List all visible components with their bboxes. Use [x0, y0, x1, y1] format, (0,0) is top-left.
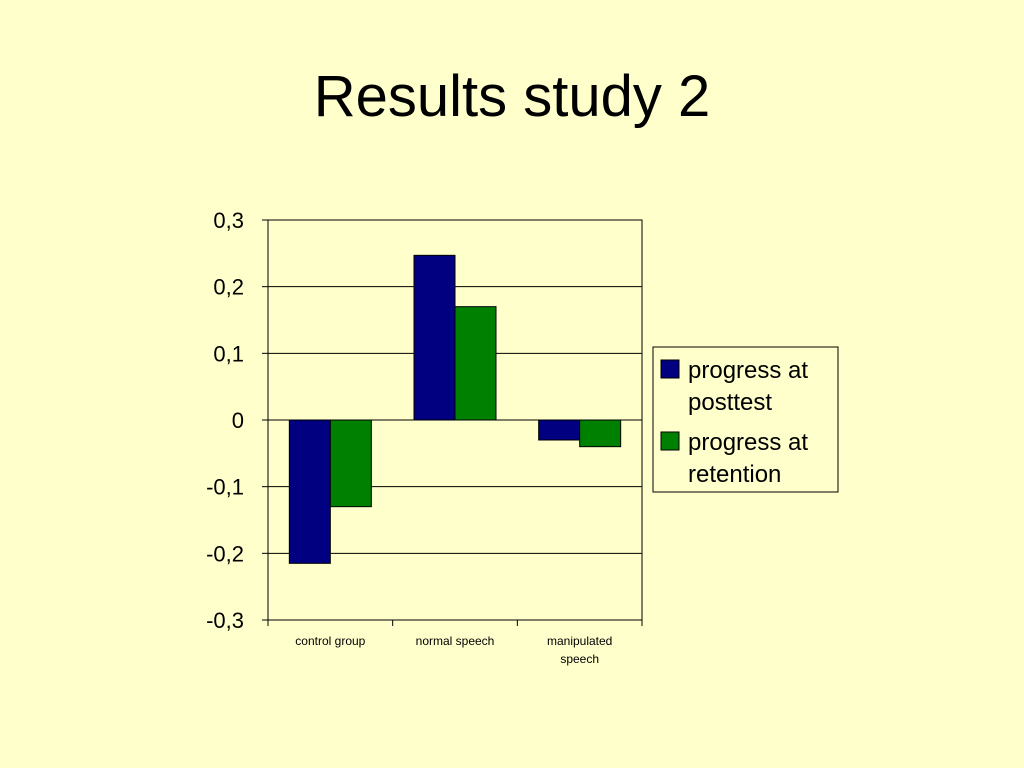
y-tick-label: -0,3: [206, 608, 244, 633]
bar-retention-2: [579, 419, 622, 448]
y-tick-label: 0,2: [213, 275, 244, 300]
x-category-label: manipulated speech: [547, 634, 612, 666]
x-category-label: normal speech: [416, 634, 495, 648]
x-category-label: control group: [295, 634, 365, 648]
legend-box: [652, 346, 839, 493]
y-tick-label: 0,1: [213, 341, 244, 366]
legend-label: progress at retention: [688, 429, 808, 488]
legend-swatch: [660, 359, 680, 379]
y-tick-label: 0,3: [213, 208, 244, 233]
slide-title: Results study 2: [313, 64, 711, 129]
bar-posttest-0: [288, 419, 331, 564]
bar-retention-1: [454, 306, 497, 421]
legend-label: progress at posttest: [688, 357, 808, 416]
y-tick-label: -0,1: [206, 475, 244, 500]
legend-swatch: [660, 431, 680, 451]
bar-posttest-2: [538, 419, 581, 441]
y-tick-label: 0: [232, 408, 244, 433]
bar-posttest-1: [413, 254, 456, 421]
y-tick-label: -0,2: [206, 541, 244, 566]
bar-retention-0: [329, 419, 372, 508]
